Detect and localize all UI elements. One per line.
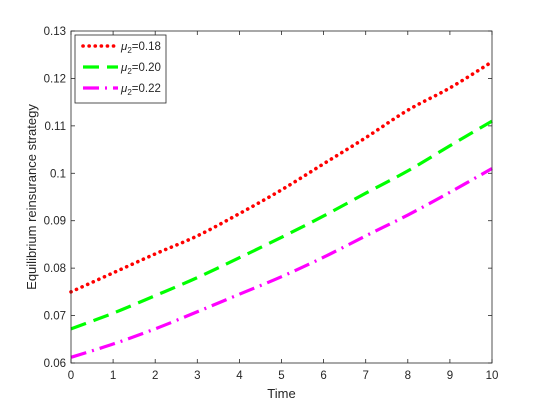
y-tick-label: 0.08 — [44, 263, 66, 275]
x-axis-label: Time — [267, 386, 295, 401]
y-tick-label: 0.1 — [50, 168, 66, 180]
y-tick-label: 0.09 — [44, 216, 66, 228]
legend-label-3: μ2=0.22 — [120, 83, 161, 97]
series-line-2 — [70, 119, 493, 331]
x-tick-label: 2 — [152, 370, 158, 382]
x-tick-label: 3 — [194, 370, 200, 382]
legend-items: μ2=0.18 μ2=0.20 μ2=0.22 — [81, 41, 161, 97]
y-tick-label: 0.06 — [44, 358, 66, 370]
series-line-3 — [70, 167, 493, 359]
x-tick-label: 7 — [362, 370, 368, 382]
y-tick-label: 0.13 — [44, 26, 66, 38]
x-tick-label: 9 — [447, 370, 453, 382]
x-tick-label: 5 — [278, 370, 284, 382]
x-tick-label: 0 — [68, 370, 74, 382]
legend-label-1: μ2=0.18 — [120, 41, 161, 55]
legend: μ2=0.18 μ2=0.20 μ2=0.22 — [74, 34, 167, 104]
y-axis-label: Equilibrium reinsurance strategy — [24, 104, 39, 290]
y-tick-label: 0.11 — [44, 121, 66, 133]
x-tick-label: 4 — [236, 370, 243, 382]
y-tick-label: 0.12 — [44, 73, 66, 85]
x-tick-label: 8 — [405, 370, 411, 382]
x-tick-label: 1 — [110, 370, 116, 382]
series-line-1 — [69, 60, 494, 294]
x-tick-label: 10 — [486, 370, 499, 382]
y-tick-label: 0.07 — [44, 311, 66, 323]
legend-label-2: μ2=0.20 — [120, 62, 161, 76]
ticks-layer: 0 1 2 3 4 5 6 7 8 9 10 0.06 0.07 0.08 0.09 0.1 0.11 0.12 0… — [44, 26, 499, 382]
series-layer — [69, 60, 494, 359]
x-tick-label: 6 — [320, 370, 326, 382]
